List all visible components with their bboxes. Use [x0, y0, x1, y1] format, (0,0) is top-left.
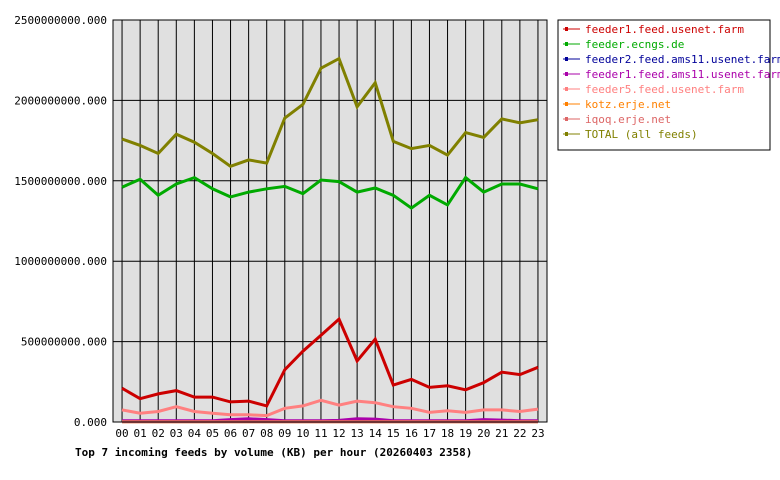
x-tick-label: 10: [296, 427, 309, 440]
legend-box: [557, 19, 771, 151]
x-tick-label: 11: [314, 427, 327, 440]
x-axis: 00 01 02 03 04 05 06 07 08 09 10 11 12 13 14 15 16 17 18 19…: [115, 427, 544, 440]
x-tick-label: 03: [170, 427, 183, 440]
legend-entry: iqoq.erje.net: [585, 113, 671, 126]
x-tick-label: 17: [423, 427, 436, 440]
y-tick-label: 2000000000.000: [14, 94, 107, 107]
legend-marker: [565, 87, 568, 91]
y-tick-label: 500000000.000: [21, 336, 107, 349]
chart-title: Top 7 incoming feeds by volume (KB) per …: [75, 446, 472, 459]
legend-marker: [565, 57, 568, 61]
x-tick-label: 15: [387, 427, 400, 440]
x-tick-label: 08: [260, 427, 273, 440]
x-tick-label: 21: [495, 427, 508, 440]
x-tick-label: 05: [206, 427, 219, 440]
legend-entry: TOTAL (all feeds): [585, 128, 698, 141]
x-tick-label: 12: [332, 427, 345, 440]
x-tick-label: 02: [152, 427, 165, 440]
plot-area: [113, 20, 547, 422]
series-line-7: [121, 56, 539, 168]
legend-entry: feeder2.feed.ams11.usenet.farm: [585, 53, 780, 66]
legend-marker: [565, 72, 568, 76]
legend-entry: feeder.ecngs.de: [585, 38, 684, 51]
legend: feeder1.feed.usenet.farm feeder.ecngs.de f…: [557, 19, 780, 151]
legend-entry: kotz.erje.net: [585, 98, 671, 111]
series-line-1: [121, 175, 539, 210]
x-tick-label: 09: [278, 427, 291, 440]
y-axis: 0.000 500000000.000 1000000000.000 15000000…: [14, 14, 107, 429]
legend-entry: feeder1.feed.ams11.usenet.farm: [585, 68, 780, 81]
legend-marker: [565, 42, 568, 46]
x-tick-label: 04: [188, 427, 202, 440]
x-tick-label: 14: [369, 427, 383, 440]
legend-entry: feeder1.feed.usenet.farm: [585, 23, 744, 36]
y-tick-label: 2500000000.000: [14, 14, 107, 27]
x-tick-label: 20: [477, 427, 490, 440]
x-tick-label: 00: [115, 427, 128, 440]
x-tick-label: 22: [513, 427, 526, 440]
y-tick-label: 1500000000.000: [14, 175, 107, 188]
series-line-0: [121, 316, 539, 408]
x-tick-label: 06: [224, 427, 237, 440]
x-tick-label: 16: [405, 427, 418, 440]
y-tick-label: 1000000000.000: [14, 255, 107, 268]
plot-border: [112, 19, 548, 423]
x-tick-label: 19: [459, 427, 472, 440]
legend-marker: [565, 27, 568, 31]
x-tick-label: 18: [441, 427, 454, 440]
legend-marker: [565, 102, 568, 106]
x-tick-label: 13: [351, 427, 364, 440]
x-tick-label: 07: [242, 427, 255, 440]
legend-marker: [565, 117, 568, 121]
x-tick-label: 01: [134, 427, 147, 440]
y-tick-label: 0.000: [74, 416, 107, 429]
legend-marker: [565, 132, 568, 136]
x-tick-label: 23: [531, 427, 544, 440]
series-line-4: [121, 398, 539, 418]
legend-entry: feeder5.feed.usenet.farm: [585, 83, 744, 96]
